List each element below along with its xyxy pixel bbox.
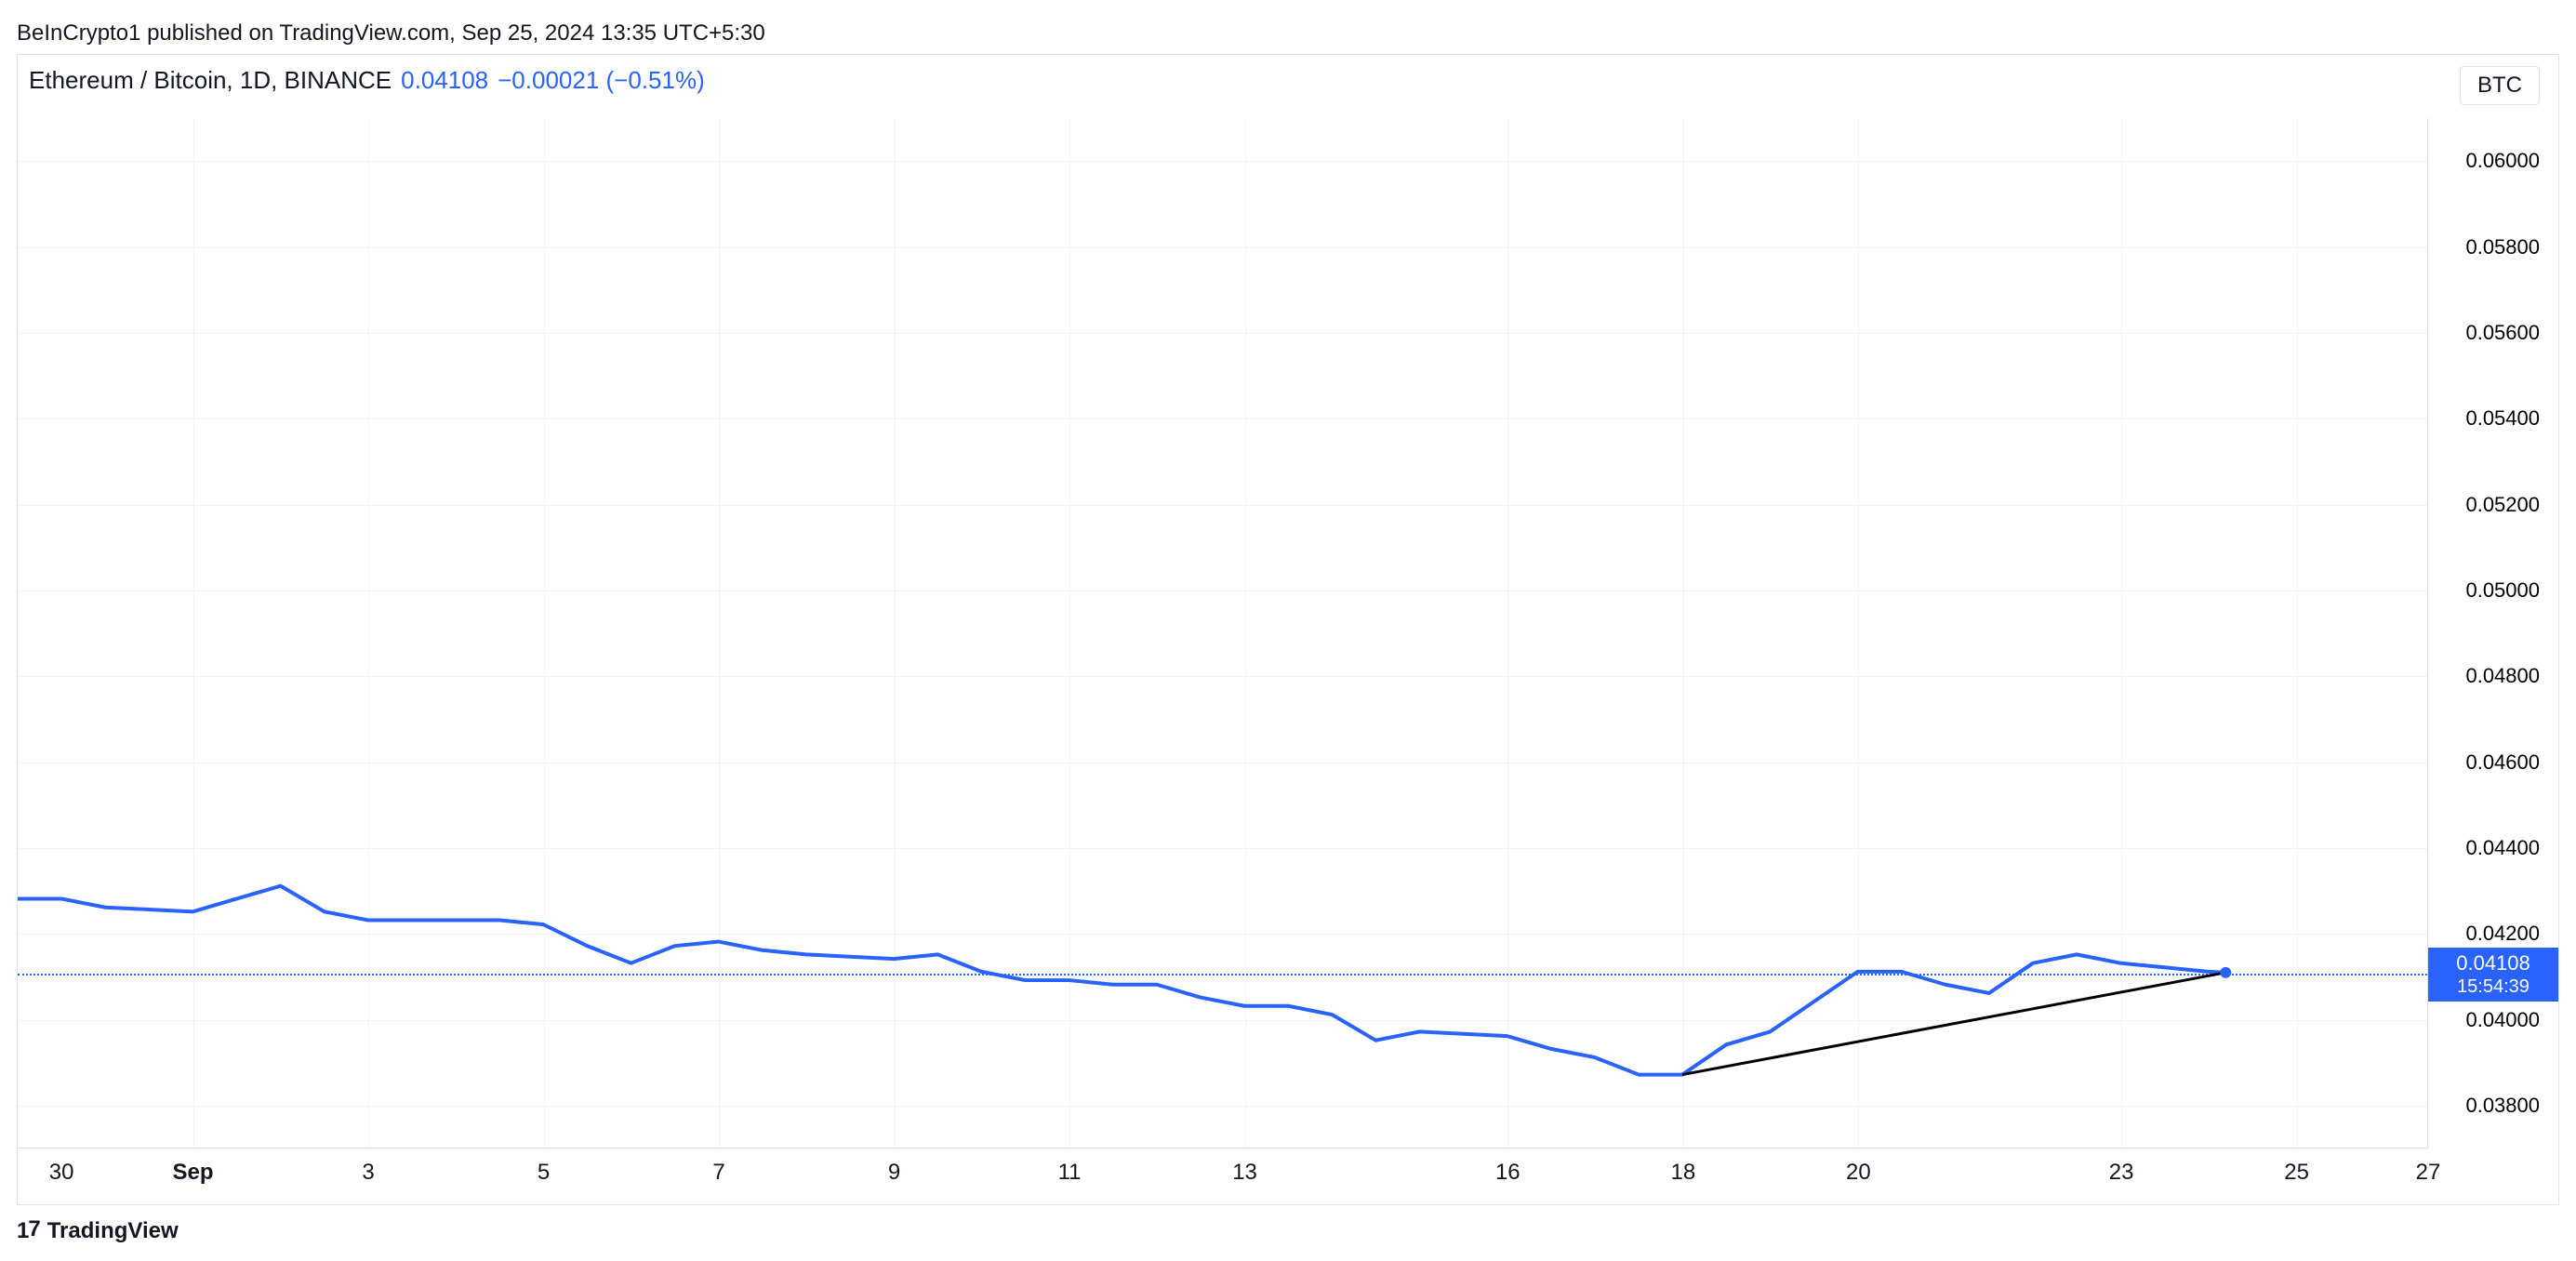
y-tick-label: 0.06000 xyxy=(2465,149,2540,173)
unit-badge[interactable]: BTC xyxy=(2460,66,2540,105)
y-tick-label: 0.04800 xyxy=(2465,664,2540,688)
y-tick-label: 0.05200 xyxy=(2465,493,2540,517)
x-axis: 30Sep35791113161820232527 xyxy=(18,1148,2428,1204)
x-tick-label: 9 xyxy=(888,1160,900,1186)
y-tick-label: 0.04200 xyxy=(2465,922,2540,946)
y-tick-label: 0.05400 xyxy=(2465,406,2540,431)
x-tick-label: 20 xyxy=(1846,1160,1871,1186)
chart-header: Ethereum / Bitcoin, 1D, BINANCE 0.04108 … xyxy=(29,66,705,95)
tradingview-logo-icon: 17 xyxy=(17,1218,40,1244)
x-tick-label: 13 xyxy=(1232,1160,1257,1186)
x-tick-label: 25 xyxy=(2284,1160,2309,1186)
x-tick-label: 23 xyxy=(2109,1160,2134,1186)
plot-area[interactable] xyxy=(18,118,2428,1148)
x-tick-label: 18 xyxy=(1670,1160,1695,1186)
current-price-tag: 0.04108 15:54:39 xyxy=(2428,948,2558,1002)
footer[interactable]: 17 TradingView xyxy=(17,1218,179,1244)
y-tick-label: 0.04000 xyxy=(2465,1008,2540,1032)
y-tick-label: 0.05000 xyxy=(2465,578,2540,603)
x-tick-label: 3 xyxy=(362,1160,374,1186)
y-tick-label: 0.05800 xyxy=(2465,235,2540,259)
last-price-dot xyxy=(2220,967,2231,978)
y-tick-label: 0.05600 xyxy=(2465,321,2540,345)
x-tick-label: 30 xyxy=(49,1160,74,1186)
y-tick-label: 0.04600 xyxy=(2465,750,2540,775)
x-tick-label: 27 xyxy=(2416,1160,2441,1186)
y-tick-label: 0.04400 xyxy=(2465,836,2540,860)
footer-text: TradingView xyxy=(47,1218,179,1244)
change-label: −0.00021 (−0.51%) xyxy=(498,66,705,95)
price-tag-countdown: 15:54:39 xyxy=(2428,976,2558,998)
chart-container: Ethereum / Bitcoin, 1D, BINANCE 0.04108 … xyxy=(17,54,2559,1205)
price-line xyxy=(18,886,2225,1075)
price-label: 0.04108 xyxy=(401,66,488,95)
x-tick-label: 16 xyxy=(1495,1160,1520,1186)
x-tick-label: 11 xyxy=(1058,1160,1082,1186)
symbol-label[interactable]: Ethereum / Bitcoin, 1D, BINANCE xyxy=(29,66,392,95)
x-tick-label: Sep xyxy=(172,1160,213,1186)
chart-svg xyxy=(18,118,2427,1148)
price-tag-value: 0.04108 xyxy=(2428,951,2558,976)
y-tick-label: 0.03800 xyxy=(2465,1094,2540,1118)
x-tick-label: 7 xyxy=(712,1160,724,1186)
x-tick-label: 5 xyxy=(538,1160,550,1186)
attribution-text: BeInCrypto1 published on TradingView.com… xyxy=(17,20,765,46)
